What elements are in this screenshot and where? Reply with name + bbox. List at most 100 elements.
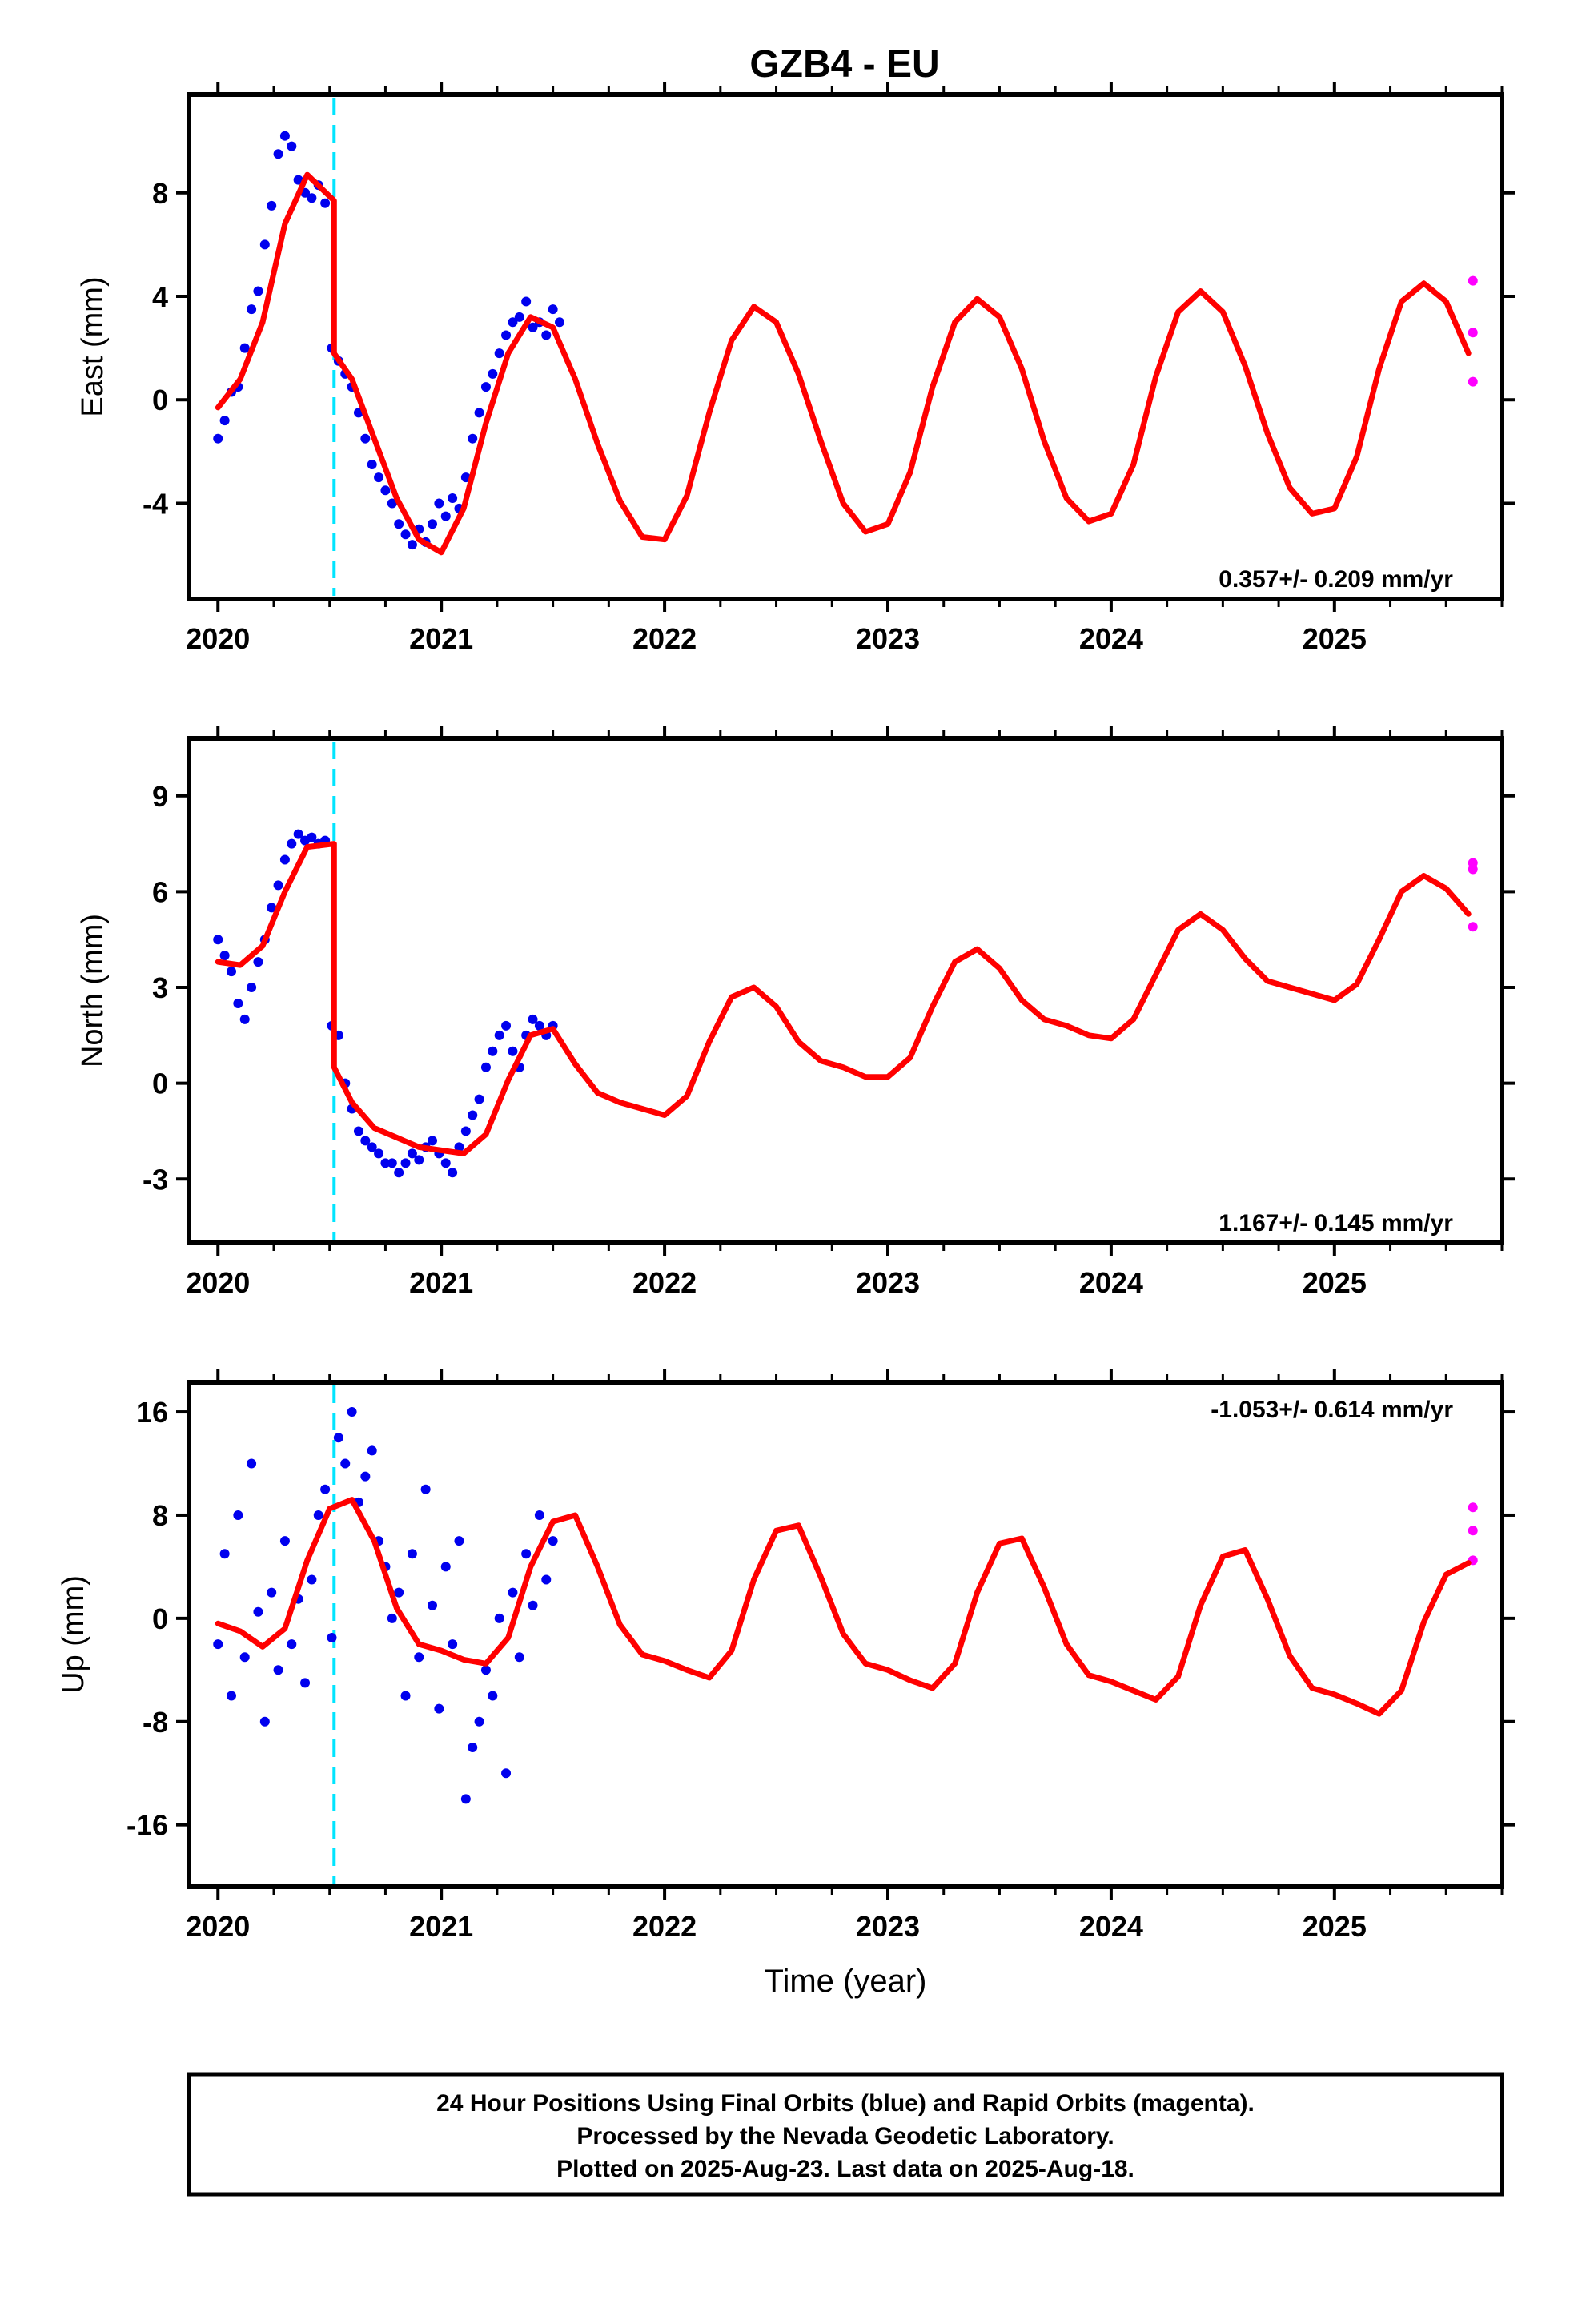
panel-east-marks: -4 0 4 8 2020 2021 2022 2023 2024 2025	[143, 82, 1515, 655]
up-final-point	[420, 1484, 431, 1494]
east-final-point	[287, 141, 297, 151]
up-xtick-label: 2022	[632, 1910, 697, 1943]
north-final-point	[380, 1158, 391, 1168]
east-final-point	[508, 317, 518, 328]
up-final-point	[414, 1652, 424, 1663]
north-final-point	[440, 1158, 451, 1168]
east-final-point	[320, 198, 331, 208]
north-final-point	[367, 1142, 377, 1152]
north-ytick-label: 0	[152, 1068, 168, 1100]
panel-up-marks: -16 -8 0 8 16 2020 2021 2022 2023 2024 2025	[126, 1369, 1515, 1943]
north-ytick-label: 6	[152, 875, 168, 908]
up-final-point	[494, 1613, 504, 1623]
north-model-curve	[215, 841, 1472, 1156]
east-ytick-label: 4	[152, 280, 168, 313]
panel-north: -3 0 3 6 9 2020 2021 2022 2023 2024 2025 North (mm…	[76, 726, 1515, 1299]
caption-line-3: Plotted on 2025-Aug-23. Last data on 202…	[556, 2156, 1134, 2182]
east-rapid-point	[1468, 376, 1478, 387]
north-final-point	[414, 1155, 424, 1165]
up-final-point	[313, 1510, 323, 1520]
up-xtick-label: 2024	[1079, 1910, 1143, 1943]
up-final-point	[307, 1574, 317, 1585]
north-final-point	[374, 1148, 384, 1159]
up-final-point	[259, 1716, 270, 1727]
north-final-point	[501, 1020, 512, 1031]
up-final-point	[279, 1536, 290, 1546]
up-final-point	[239, 1652, 250, 1663]
panel-up: -16 -8 0 8 16 2020 2021 2022 2023 2024 2025 Up (mm…	[57, 1369, 1515, 1943]
up-final-point	[273, 1665, 283, 1675]
panel-up-rate: -1.053+/- 0.614 mm/yr	[1211, 1397, 1453, 1423]
east-final-point	[428, 519, 438, 529]
east-final-point	[247, 304, 257, 315]
up-final-point	[287, 1639, 297, 1650]
up-final-point	[534, 1510, 544, 1520]
north-final-point	[460, 1126, 471, 1136]
up-xtick-label: 2021	[409, 1910, 473, 1943]
east-final-point	[273, 149, 283, 159]
east-final-point	[440, 511, 451, 521]
north-final-point	[494, 1030, 504, 1040]
up-final-point	[488, 1691, 498, 1701]
up-final-point	[448, 1639, 458, 1650]
east-xtick-label: 2020	[186, 622, 250, 655]
up-final-point	[253, 1606, 263, 1617]
panel-east-rate: 0.357+/- 0.209 mm/yr	[1219, 566, 1453, 593]
panel-north-ylabel: North (mm)	[76, 914, 110, 1068]
north-ytick-label: 3	[152, 971, 168, 1004]
up-final-point	[387, 1613, 397, 1623]
north-final-point	[407, 1148, 417, 1159]
east-final-point	[394, 519, 404, 529]
up-final-point	[428, 1600, 438, 1610]
x-axis-label: Time (year)	[765, 1964, 927, 1999]
east-ytick-label: 0	[152, 384, 168, 416]
east-xtick-label: 2022	[632, 622, 697, 655]
east-rapid-point	[1468, 328, 1478, 338]
up-ytick-label: -16	[126, 1809, 168, 1842]
up-final-point	[300, 1678, 311, 1688]
chart-title: GZB4 - EU	[749, 43, 939, 86]
up-final-point	[367, 1445, 377, 1456]
up-final-point	[434, 1703, 444, 1714]
caption-box: 24 Hour Positions Using Final Orbits (bl…	[187, 2072, 1504, 2197]
up-final-point	[528, 1600, 538, 1610]
up-ytick-label: 16	[136, 1396, 168, 1429]
north-final-point	[293, 829, 303, 839]
east-xtick-label: 2023	[856, 622, 920, 655]
east-final-point	[380, 485, 391, 496]
east-final-point	[501, 330, 512, 340]
up-xtick-label: 2025	[1303, 1910, 1367, 1943]
north-final-point	[474, 1094, 484, 1104]
up-final-point	[501, 1768, 512, 1779]
up-ytick-label: -8	[143, 1706, 168, 1739]
north-final-point	[307, 832, 317, 842]
panel-north-frame	[187, 736, 1504, 1245]
east-final-point	[253, 286, 263, 296]
up-final-point	[514, 1652, 524, 1663]
north-final-point	[360, 1136, 371, 1146]
up-final-point	[226, 1691, 236, 1701]
up-final-point	[468, 1742, 478, 1752]
up-final-point	[327, 1633, 337, 1643]
up-final-point	[440, 1562, 451, 1572]
up-xtick-label: 2023	[856, 1910, 920, 1943]
east-model-curve	[215, 171, 1472, 556]
panel-east-frame	[187, 92, 1504, 601]
east-final-point	[239, 343, 250, 353]
east-final-point	[374, 472, 384, 483]
north-final-point	[253, 957, 263, 967]
north-xtick-label: 2024	[1079, 1266, 1143, 1299]
north-final-point	[267, 903, 277, 913]
north-final-point	[279, 854, 290, 865]
east-final-point	[279, 131, 290, 141]
east-final-point	[480, 382, 491, 392]
up-xtick-label: 2020	[186, 1910, 250, 1943]
east-final-point	[468, 433, 478, 444]
east-final-point	[474, 408, 484, 418]
up-final-point	[394, 1587, 404, 1598]
up-final-point	[219, 1549, 230, 1559]
east-final-point	[521, 296, 532, 307]
up-final-point	[454, 1536, 464, 1546]
north-final-point	[287, 838, 297, 849]
